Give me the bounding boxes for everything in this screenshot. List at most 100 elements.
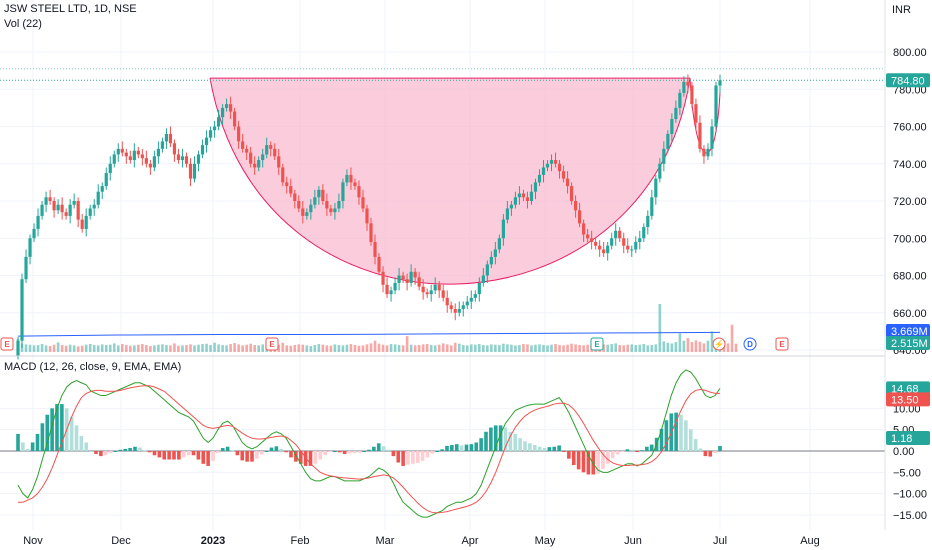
- split-marker[interactable]: ⚡: [712, 337, 726, 351]
- histogram-bar: [713, 451, 717, 454]
- volume-bar: [84, 344, 88, 352]
- volume-bar: [465, 345, 469, 352]
- candle-body: [549, 160, 554, 164]
- histogram-bar: [528, 443, 532, 451]
- volume-bar: [698, 341, 702, 352]
- histogram-bar: [698, 448, 703, 451]
- dividend-marker[interactable]: D: [743, 337, 757, 351]
- histogram-bar: [596, 451, 600, 474]
- svg-text:D: D: [747, 340, 753, 349]
- candle-body: [513, 197, 518, 205]
- volume-bar: [149, 346, 152, 352]
- candle-body: [32, 228, 36, 239]
- candle-body: [361, 197, 365, 209]
- histogram-bar: [313, 451, 318, 464]
- volume-bar: [474, 344, 477, 352]
- cup-pattern-fill: [210, 78, 690, 285]
- time-tick-label: Jul: [713, 535, 727, 547]
- candle-body: [541, 167, 546, 175]
- histogram-bar: [308, 451, 313, 466]
- currency-label[interactable]: INR: [892, 4, 911, 16]
- volume-bar: [457, 343, 461, 352]
- candle-body: [453, 309, 457, 313]
- volume-bar: [453, 342, 457, 352]
- histogram-bar: [635, 451, 639, 452]
- volume-bar: [433, 345, 437, 352]
- svg-text:E: E: [4, 340, 10, 349]
- volume-bar: [546, 345, 549, 352]
- histogram-bar: [55, 404, 59, 451]
- volume-bar: [161, 344, 164, 352]
- candle-body: [533, 182, 538, 192]
- volume-bar: [482, 345, 485, 352]
- candle-body: [20, 279, 24, 341]
- histogram-bar: [123, 448, 128, 451]
- volume-bar: [526, 344, 529, 352]
- volume-bar: [253, 345, 256, 352]
- histogram-bar: [386, 449, 391, 451]
- candle-body: [413, 271, 417, 278]
- volume-bar: [622, 345, 626, 352]
- candle-body: [445, 297, 449, 306]
- time-tick-label: May: [535, 535, 556, 547]
- candle-body: [253, 163, 257, 168]
- histogram-bar: [318, 451, 323, 460]
- volume-bar: [233, 343, 236, 352]
- candle-body: [136, 150, 140, 155]
- volume-bar: [28, 344, 32, 352]
- volume-bar: [522, 344, 525, 352]
- volume-bar: [281, 342, 285, 352]
- histogram-bar: [684, 420, 688, 451]
- volume-bar: [562, 345, 565, 352]
- earnings-marker[interactable]: E: [775, 337, 789, 351]
- candle-body: [36, 215, 40, 229]
- volume-bar: [654, 344, 658, 352]
- candle-body: [449, 305, 453, 310]
- histogram-bar: [454, 444, 459, 451]
- volume-bar: [494, 344, 497, 352]
- time-tick-label: Dec: [111, 535, 131, 547]
- histogram-bar: [138, 447, 142, 451]
- candle-body: [702, 148, 706, 157]
- histogram-bar: [610, 451, 615, 459]
- volume-bar: [341, 345, 345, 352]
- volume-bar: [694, 340, 698, 352]
- candle-body: [349, 174, 353, 183]
- earnings-marker[interactable]: E: [590, 337, 604, 351]
- candle-body: [160, 141, 165, 149]
- earnings-marker[interactable]: E: [265, 337, 279, 351]
- volume-bar: [558, 345, 561, 352]
- candle-body: [537, 174, 542, 183]
- volume-bar: [570, 343, 573, 352]
- histogram-bar: [230, 450, 235, 452]
- histogram-bar: [532, 445, 537, 451]
- volume-bar: [337, 345, 341, 352]
- volume-bar: [209, 345, 212, 352]
- volume-bar: [726, 343, 730, 352]
- candle-body: [60, 204, 64, 213]
- candle-body: [24, 256, 28, 280]
- candle-body: [626, 245, 630, 250]
- volume-bar: [710, 331, 714, 352]
- histogram-bar: [718, 445, 722, 451]
- event-markers[interactable]: E E E ⚡ D E: [0, 337, 789, 351]
- price-tick-label: 760.00: [893, 122, 927, 134]
- candle-body: [148, 163, 152, 168]
- histogram-bar: [503, 427, 508, 451]
- histogram-bar: [484, 431, 488, 451]
- candle-body: [265, 145, 269, 155]
- candle-body: [96, 191, 100, 205]
- volume-bar: [241, 345, 244, 352]
- candle-body: [545, 163, 550, 168]
- earnings-marker[interactable]: E: [0, 337, 14, 351]
- histogram-bar: [459, 445, 464, 451]
- price-axis-labels: 640.00660.00680.00700.00720.00740.00760.…: [893, 47, 927, 357]
- histogram-bar: [50, 408, 54, 451]
- histogram-bar: [664, 420, 669, 451]
- volume-bar: [566, 344, 569, 352]
- svg-text:3.669M: 3.669M: [891, 326, 928, 338]
- volume-indicator-label: Vol (22): [4, 18, 42, 30]
- histogram-bar: [693, 439, 698, 451]
- histogram-bar: [186, 451, 191, 456]
